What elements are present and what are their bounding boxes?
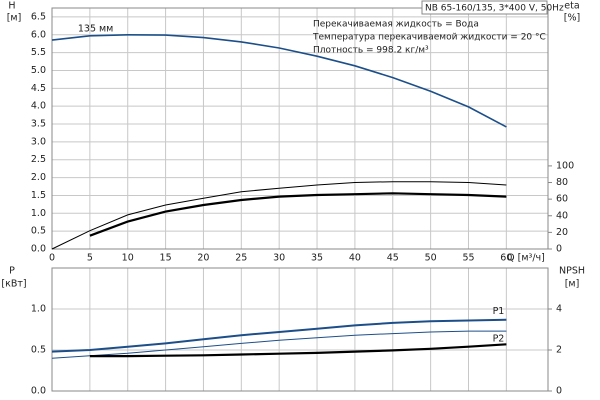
- y-tick-label: 0.5: [31, 345, 46, 356]
- y2-tick-label: 2: [556, 345, 562, 356]
- y-tick-label: 6.0: [31, 29, 46, 40]
- y-axis-label: H: [8, 1, 15, 12]
- curve: [51, 318, 507, 353]
- y-axis-label: P: [9, 266, 15, 277]
- curve-label: P2: [493, 334, 505, 345]
- x-axis-label: Q [м³/ч]: [507, 253, 545, 264]
- y-tick-label: 1.0: [31, 208, 46, 219]
- y2-tick-label: 100: [556, 160, 574, 171]
- y2-axis-label: NPSH: [559, 266, 585, 277]
- y-tick-label: 5.0: [31, 65, 46, 76]
- curve: [51, 181, 507, 250]
- y2-tick-label: 4: [556, 304, 562, 315]
- y2-axis-label: eta: [564, 1, 579, 12]
- x-tick-label: 0: [49, 253, 55, 264]
- y2-tick-label: 20: [556, 227, 568, 238]
- curve: [89, 343, 507, 358]
- x-tick-label: 60: [500, 253, 512, 264]
- y-tick-label: 0.0: [31, 386, 46, 397]
- y2-tick-label: 80: [556, 177, 568, 188]
- x-tick-label: 20: [197, 253, 209, 264]
- y-tick-label: 3.5: [31, 119, 46, 130]
- y2-tick-label: 0: [556, 244, 562, 255]
- x-tick-label: 10: [122, 253, 134, 264]
- y-tick-label: 4.5: [31, 83, 46, 94]
- curve: [51, 330, 507, 359]
- y2-tick-label: 0: [556, 386, 562, 397]
- curve-label: 135 мм: [78, 23, 114, 34]
- plot-frame: [51, 7, 549, 250]
- note: Температура перекачиваемой жидкости = 20…: [312, 33, 546, 43]
- curve-label: P1: [493, 306, 505, 317]
- y-tick-label: 3.0: [31, 136, 46, 147]
- x-tick-label: 25: [235, 253, 247, 264]
- y2-axis-unit: [м]: [565, 279, 580, 290]
- x-tick-label: 30: [273, 253, 285, 264]
- chart-title: NB 65-160/135, 3*400 V, 50Hz: [425, 4, 564, 14]
- curve: [89, 192, 507, 237]
- y-axis-unit: [м]: [7, 13, 22, 24]
- y-tick-label: 5.5: [31, 47, 46, 58]
- y-tick-label: 1.5: [31, 190, 46, 201]
- y-tick-label: 2.0: [31, 172, 46, 183]
- curve: [51, 33, 507, 128]
- x-tick-label: 5: [87, 253, 93, 264]
- y-tick-label: 4.0: [31, 101, 46, 112]
- title-box: [421, 0, 548, 15]
- x-tick-label: 50: [425, 253, 437, 264]
- y-axis-unit: [кВт]: [1, 279, 26, 290]
- note: Плотность = 998.2 кг/м³: [313, 46, 429, 56]
- x-tick-label: 15: [160, 253, 172, 264]
- y-tick-label: 6.5: [31, 11, 46, 22]
- y-tick-label: 0.5: [31, 226, 46, 237]
- y2-tick-label: 60: [556, 194, 568, 205]
- x-tick-label: 40: [349, 253, 361, 264]
- x-tick-label: 55: [462, 253, 474, 264]
- x-tick-label: 45: [387, 253, 399, 264]
- y-tick-label: 0.0: [31, 244, 46, 255]
- x-tick-label: 35: [311, 253, 323, 264]
- y-tick-label: 1.0: [31, 304, 46, 315]
- y-tick-label: 2.5: [31, 154, 46, 165]
- plot-frame: [51, 267, 549, 392]
- y2-axis-unit: [%]: [564, 13, 580, 24]
- note: Перекачиваемая жидкость = Вода: [313, 20, 479, 30]
- y2-tick-label: 40: [556, 210, 568, 221]
